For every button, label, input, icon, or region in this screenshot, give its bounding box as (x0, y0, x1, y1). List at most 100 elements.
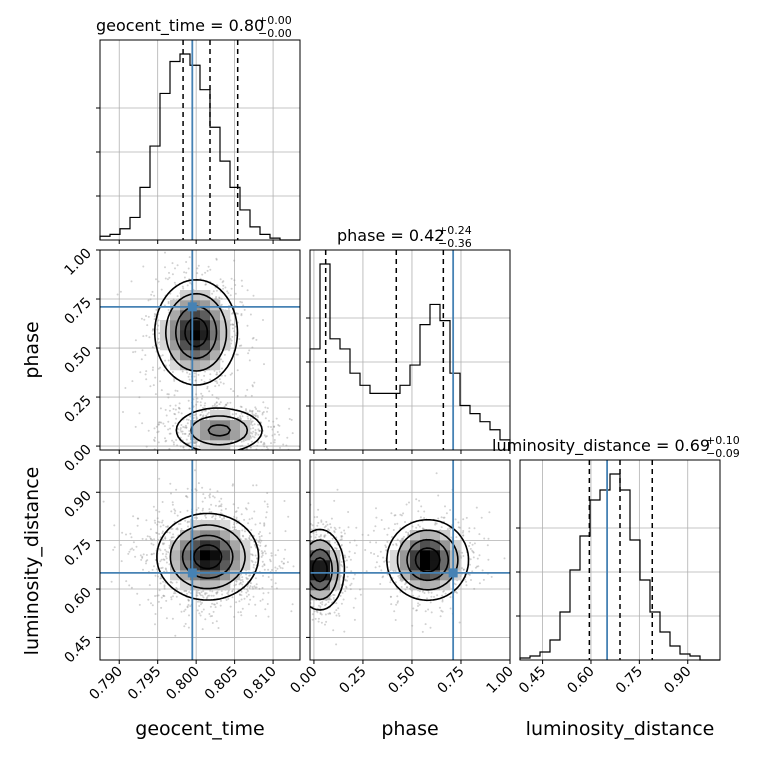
density-phase-vs-luminosity-distance-point (387, 527, 390, 530)
density-geocent-time-vs-luminosity-distance-point (235, 518, 238, 521)
density-geocent-time-vs-luminosity-distance-point (211, 516, 214, 519)
density-phase-vs-luminosity-distance-point (348, 555, 351, 558)
density-geocent-time-vs-luminosity-distance-point (259, 544, 262, 547)
density-geocent-time-vs-phase-point (194, 441, 197, 444)
density-geocent-time-vs-phase-point (217, 454, 219, 456)
density-geocent-time-vs-luminosity-distance-point (201, 628, 204, 631)
density-phase-vs-luminosity-distance-point (292, 580, 294, 582)
density-geocent-time-vs-phase-point (157, 430, 160, 433)
density-geocent-time-vs-luminosity-distance-point (209, 605, 212, 608)
density-phase-vs-luminosity-distance-cell (400, 540, 411, 551)
density-geocent-time-vs-phase-point (244, 394, 247, 397)
density-phase-vs-luminosity-distance-point (394, 581, 397, 584)
density-geocent-time-vs-luminosity-distance-point (215, 592, 218, 595)
density-geocent-time-vs-luminosity-distance-point (152, 552, 155, 555)
density-phase-vs-luminosity-distance-point (396, 522, 399, 525)
density-geocent-time-vs-luminosity-distance-point (251, 586, 254, 589)
density-geocent-time-vs-phase-point (240, 458, 242, 460)
density-geocent-time-vs-luminosity-distance-point (280, 560, 283, 563)
density-geocent-time-vs-phase-point (206, 457, 208, 459)
density-phase-vs-luminosity-distance-point (441, 610, 444, 613)
density-phase-vs-luminosity-distance-point (325, 620, 328, 623)
density-phase-vs-luminosity-distance-point (310, 535, 313, 538)
density-geocent-time-vs-phase-point (242, 440, 245, 443)
density-geocent-time-vs-phase-point (172, 298, 175, 301)
density-phase-vs-luminosity-distance-point (503, 557, 506, 560)
density-geocent-time-vs-luminosity-distance-point (260, 539, 263, 542)
density-geocent-time-vs-luminosity-distance-point (283, 500, 286, 502)
density-phase-vs-luminosity-distance-point (319, 535, 322, 538)
density-geocent-time-vs-phase-cell (180, 360, 191, 371)
density-geocent-time-vs-phase-point (249, 423, 252, 426)
title-luminosity-distance: luminosity_distance = 0.69 +0.10 −0.09 (492, 434, 740, 460)
density-geocent-time-vs-phase-cell (210, 330, 221, 341)
density-phase-vs-luminosity-distance-cell (450, 540, 461, 551)
density-geocent-time-vs-phase-point (175, 417, 178, 420)
density-phase-vs-luminosity-distance-point (424, 610, 427, 613)
density-geocent-time-vs-phase-point (248, 359, 251, 362)
density-phase-vs-luminosity-distance-point (297, 500, 299, 502)
density-geocent-time-vs-phase-point (194, 439, 197, 442)
density-phase-vs-luminosity-distance-point (465, 516, 468, 519)
density-geocent-time-vs-luminosity-distance-point (270, 585, 273, 588)
y-tick-label-luminosity-distance: 0.45 (61, 633, 94, 666)
x-tick-label-phase: 0.00 (287, 664, 320, 697)
density-geocent-time-vs-luminosity-distance-point (198, 605, 201, 607)
density-geocent-time-vs-phase-point (164, 359, 167, 362)
density-geocent-time-vs-luminosity-distance-point (241, 529, 244, 532)
density-geocent-time-vs-phase-point (253, 423, 256, 426)
density-geocent-time-vs-luminosity-distance-point (168, 531, 171, 534)
density-geocent-time-vs-luminosity-distance-point (213, 603, 215, 606)
density-geocent-time-vs-luminosity-distance-point (238, 583, 241, 586)
density-geocent-time-vs-luminosity-distance-point (245, 576, 248, 579)
density-geocent-time-vs-luminosity-distance-point (265, 511, 268, 514)
x-axis-label-phase: phase (381, 718, 438, 740)
density-phase-vs-luminosity-distance-point (313, 610, 316, 613)
density-geocent-time-vs-phase-point (279, 446, 281, 449)
density-geocent-time-vs-luminosity-distance-point (286, 561, 289, 564)
density-geocent-time-vs-phase-point (163, 425, 166, 428)
density-phase-vs-luminosity-distance-point (275, 597, 277, 599)
density-geocent-time-vs-phase-point (246, 289, 249, 292)
density-geocent-time-vs-luminosity-distance-point (240, 590, 243, 593)
density-geocent-time-vs-luminosity-distance-cell (180, 570, 191, 581)
density-geocent-time-vs-phase-point (254, 433, 257, 436)
density-phase-vs-luminosity-distance-point (394, 514, 397, 517)
density-geocent-time-vs-luminosity-distance-point (208, 508, 211, 511)
density-geocent-time-vs-luminosity-distance-point (265, 516, 267, 519)
density-phase-vs-luminosity-distance-point (349, 541, 351, 544)
density-phase-vs-luminosity-distance-point (480, 516, 483, 519)
density-phase-vs-luminosity-distance-point (317, 604, 320, 607)
density-phase-vs-luminosity-distance-point (471, 570, 474, 573)
density-geocent-time-vs-phase-point (288, 418, 291, 420)
density-geocent-time-vs-phase-point (132, 351, 135, 354)
density-phase-vs-luminosity-distance-point (302, 573, 304, 575)
x-axis-label-geocent-time: geocent_time (135, 718, 264, 740)
density-phase-vs-luminosity-distance-point (456, 591, 458, 594)
density-phase-vs-luminosity-distance-point (421, 630, 424, 633)
density-geocent-time-vs-luminosity-distance-point (247, 522, 250, 525)
density-geocent-time-vs-luminosity-distance-point (175, 528, 178, 531)
density-phase-vs-luminosity-distance-point (296, 595, 298, 597)
density-geocent-time-vs-phase-point (231, 413, 234, 416)
density-geocent-time-vs-phase-point (233, 330, 236, 333)
density-geocent-time-vs-phase-point (246, 461, 248, 463)
density-geocent-time-vs-luminosity-distance-point (231, 484, 234, 487)
density-phase-vs-luminosity-distance-contour (311, 547, 441, 583)
density-geocent-time-vs-phase-cell (230, 430, 241, 441)
density-geocent-time-vs-luminosity-distance-point (185, 590, 188, 592)
density-geocent-time-vs-phase-point (257, 416, 259, 419)
density-phase-vs-luminosity-distance-point (392, 570, 395, 572)
density-geocent-time-vs-phase-point (239, 405, 242, 408)
density-geocent-time-vs-phase-cell (200, 420, 211, 431)
density-phase-vs-luminosity-distance-point (301, 581, 303, 583)
density-geocent-time-vs-phase-point (231, 452, 233, 454)
density-geocent-time-vs-luminosity-distance-point (250, 546, 253, 549)
density-geocent-time-vs-phase-frame (99, 249, 301, 451)
density-geocent-time-vs-phase-point (188, 256, 191, 259)
density-geocent-time-vs-luminosity-distance-point (227, 593, 230, 596)
density-geocent-time-vs-luminosity-distance-point (221, 518, 224, 521)
density-geocent-time-vs-luminosity-distance-point (263, 563, 266, 566)
density-phase-vs-luminosity-distance-point (395, 544, 398, 547)
density-geocent-time-vs-luminosity-distance-point (235, 510, 238, 513)
